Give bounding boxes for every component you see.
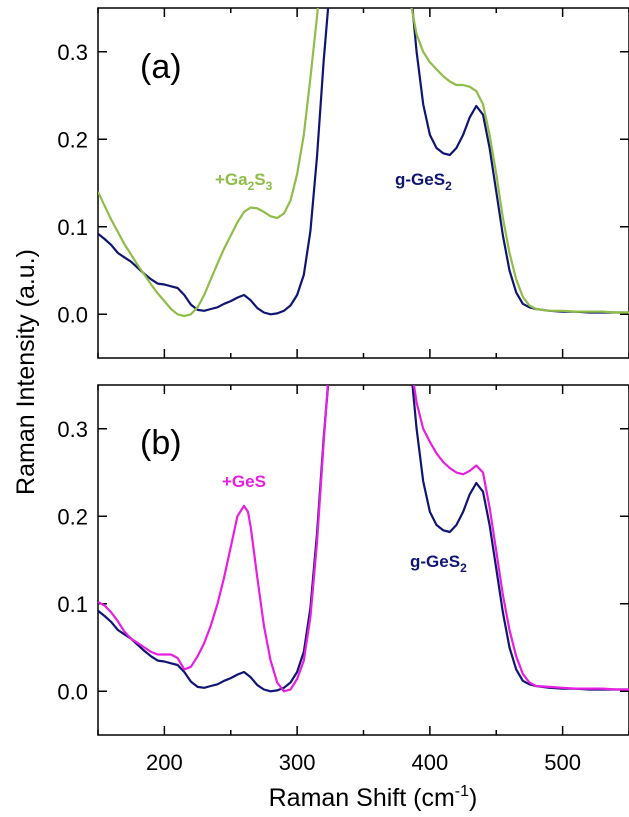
x-tick-label: 400 bbox=[412, 750, 449, 775]
x-tick-label: 200 bbox=[146, 750, 183, 775]
y-tick-label-a: 0.3 bbox=[57, 40, 88, 65]
series-ges-b bbox=[98, 385, 629, 693]
y-tick-label-b: 0.3 bbox=[57, 417, 88, 442]
annotation-g-ges2-a: g-GeS2 bbox=[395, 170, 452, 193]
panel-a-label: (a) bbox=[140, 48, 182, 86]
x-tick-label: 500 bbox=[544, 750, 581, 775]
series-g_ges2-b bbox=[98, 385, 629, 693]
y-tick-label-b: 0.1 bbox=[57, 592, 88, 617]
series-ga2s3-a bbox=[98, 8, 629, 318]
annotation-g-ges2-b: g-GeS2 bbox=[410, 552, 467, 575]
y-tick-label-a: 0.0 bbox=[57, 302, 88, 327]
y-tick-label-a: 0.1 bbox=[57, 215, 88, 240]
y-tick-label-b: 0.2 bbox=[57, 504, 88, 529]
y-tick-label-b: 0.0 bbox=[57, 679, 88, 704]
x-tick-label: 300 bbox=[279, 750, 316, 775]
y-tick-label-a: 0.2 bbox=[57, 127, 88, 152]
annotation-ges: +GeS bbox=[222, 472, 266, 491]
y-axis-title: Raman Intensity (a.u.) bbox=[12, 249, 40, 495]
panel-b-label: (b) bbox=[140, 424, 182, 462]
x-axis-title: Raman Shift (cm-1) bbox=[269, 783, 478, 812]
annotation-ga2s3: +Ga2S3 bbox=[215, 170, 273, 193]
series-g_ges2-a bbox=[98, 8, 629, 316]
